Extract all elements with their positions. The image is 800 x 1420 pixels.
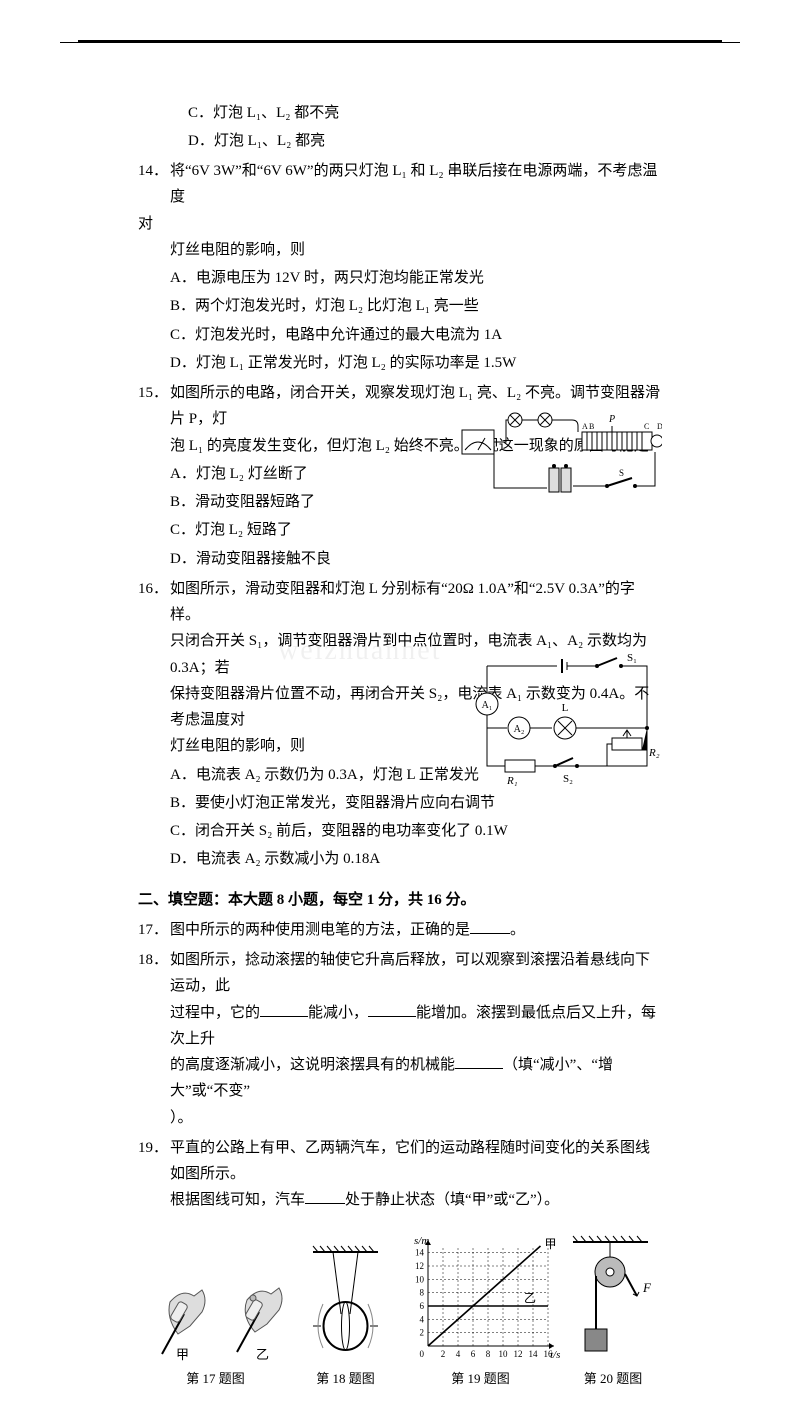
q17-t2: 。	[510, 922, 525, 938]
q19-t1: 平直的公路上有甲、乙两辆汽车，它们的运动路程随时间变化的关系图线如图所示。	[170, 1140, 650, 1182]
q16-stem-1: 如图所示，滑动变阻器和灯泡 L 分别标有“20Ω 1.0A”和“2.5V 0.3…	[170, 576, 662, 629]
svg-text:t/s: t/s	[550, 1349, 560, 1361]
q14-opt-a: A．电源电压为 12V 时，两只灯泡均能正常发光	[170, 265, 662, 291]
q14-stem-2: 灯丝电阻的影响，则	[138, 237, 662, 263]
svg-text:S₁: S₁	[627, 652, 637, 664]
svg-text:A: A	[582, 422, 588, 431]
q14-num: 14．	[138, 158, 170, 184]
svg-text:A₁: A₁	[482, 700, 493, 711]
q16-opt-d: D．电流表 A₂ 示数减小为 0.18A	[170, 846, 662, 872]
q19-t2: 根据图线可知，汽车	[170, 1192, 305, 1208]
q18-blank-1	[260, 1001, 308, 1017]
svg-text:乙: 乙	[256, 1347, 269, 1362]
svg-text:R₂: R₂	[648, 747, 660, 759]
q16-opt-c: C．闭合开关 S₂ 前后，变阻器的电功率变化了 0.1W	[170, 818, 662, 844]
svg-text:S₂: S₂	[563, 773, 573, 785]
svg-text:s/m: s/m	[414, 1235, 429, 1247]
svg-text:4: 4	[420, 1314, 425, 1324]
q19-num: 19．	[138, 1135, 170, 1161]
q19-blank	[305, 1188, 345, 1204]
q15-opt-c: C．灯泡 L₂ 短路了	[170, 517, 662, 543]
svg-text:P: P	[608, 414, 615, 425]
q19-fig-cap: 第 19 题图	[451, 1368, 510, 1391]
svg-text:0: 0	[420, 1349, 425, 1359]
q18-figure	[293, 1244, 398, 1364]
q18-blank-2	[368, 1001, 416, 1017]
svg-text:14: 14	[529, 1349, 539, 1359]
svg-text:10: 10	[415, 1274, 425, 1284]
q18-t2: 过程中，它的	[170, 1005, 260, 1021]
q17-t1: 图中所示的两种使用测电笔的方法，正确的是	[170, 922, 470, 938]
q16-num: 16．	[138, 576, 170, 602]
q20-fig-cap: 第 20 题图	[584, 1368, 643, 1391]
q14-stem-1: 将“6V 3W”和“6V 6W”的两只灯泡 L₁ 和 L₂ 串联后接在电源两端，…	[170, 158, 662, 211]
q19-figure: 24681012141624681012140s/mt/s甲乙	[398, 1234, 563, 1364]
q18-t3: 能减小，	[308, 1005, 368, 1021]
q15-opt-d: D．滑动变阻器接触不良	[170, 546, 662, 572]
q18-t5: 的高度逐渐减小，这说明滚摆具有的机械能	[170, 1057, 455, 1073]
svg-text:F: F	[642, 1280, 652, 1295]
q19-t3: 处于静止状态（填“甲”或“乙”）。	[345, 1192, 559, 1208]
q20-figure: F	[563, 1234, 663, 1364]
section-2-title: 二、填空题：本大题 8 小题，每空 1 分，共 16 分。	[138, 887, 662, 913]
svg-text:乙: 乙	[524, 1291, 536, 1305]
q17-num: 17．	[138, 917, 170, 943]
svg-text:12: 12	[415, 1261, 424, 1271]
q14-opt-b: B．两个灯泡发光时，灯泡 L₂ 比灯泡 L₁ 亮一些	[170, 293, 662, 319]
svg-text:2: 2	[441, 1349, 446, 1359]
q14-opt-c: C．灯泡发光时，电路中允许通过的最大电流为 1A	[170, 322, 662, 348]
svg-text:R₁: R₁	[506, 775, 518, 786]
svg-text:L: L	[562, 702, 569, 714]
q16-opt-b: B．要使小灯泡正常发光，变阻器滑片应向右调节	[170, 790, 662, 816]
svg-text:14: 14	[415, 1247, 425, 1257]
q18-t7: ）。	[170, 1110, 193, 1126]
svg-text:6: 6	[471, 1349, 476, 1359]
q15-num: 15．	[138, 380, 170, 406]
q18-num: 18．	[138, 947, 170, 973]
svg-text:A₂: A₂	[514, 724, 525, 735]
q-prev-opt-c: C．灯泡 L₁、L₂ 都不亮	[188, 100, 662, 126]
svg-text:C: C	[644, 422, 649, 431]
svg-text:8: 8	[420, 1287, 425, 1297]
svg-text:4: 4	[456, 1349, 461, 1359]
svg-text:甲: 甲	[545, 1237, 557, 1251]
svg-text:10: 10	[499, 1349, 509, 1359]
q18-blank-3	[455, 1053, 503, 1069]
q17-blank	[470, 918, 510, 934]
svg-text:8: 8	[486, 1349, 491, 1359]
q-prev-opt-d: D．灯泡 L₁、L₂ 都亮	[188, 128, 662, 154]
q15-figure: P AB CD S	[457, 408, 662, 503]
q16-figure: S₁ A₁ A₂ L	[467, 646, 662, 786]
svg-text:B: B	[589, 422, 594, 431]
svg-text:D: D	[657, 422, 662, 431]
svg-text:S: S	[619, 468, 624, 478]
svg-text:2: 2	[420, 1327, 425, 1337]
q18-t1: 如图所示，捻动滚摆的轴使它升高后释放，可以观察到滚摆沿着悬线向下运动，此	[170, 952, 650, 994]
q18-fig-cap: 第 18 题图	[316, 1368, 375, 1391]
q14-stem-1b: 对	[138, 211, 662, 237]
svg-text:6: 6	[420, 1301, 425, 1311]
q14-opt-d: D．灯泡 L₁ 正常发光时，灯泡 L₂ 的实际功率是 1.5W	[170, 350, 662, 376]
svg-text:12: 12	[514, 1349, 523, 1359]
svg-text:甲: 甲	[176, 1347, 189, 1362]
q17-figure: 甲 乙	[138, 1244, 293, 1364]
q17-fig-cap: 第 17 题图	[186, 1368, 245, 1391]
